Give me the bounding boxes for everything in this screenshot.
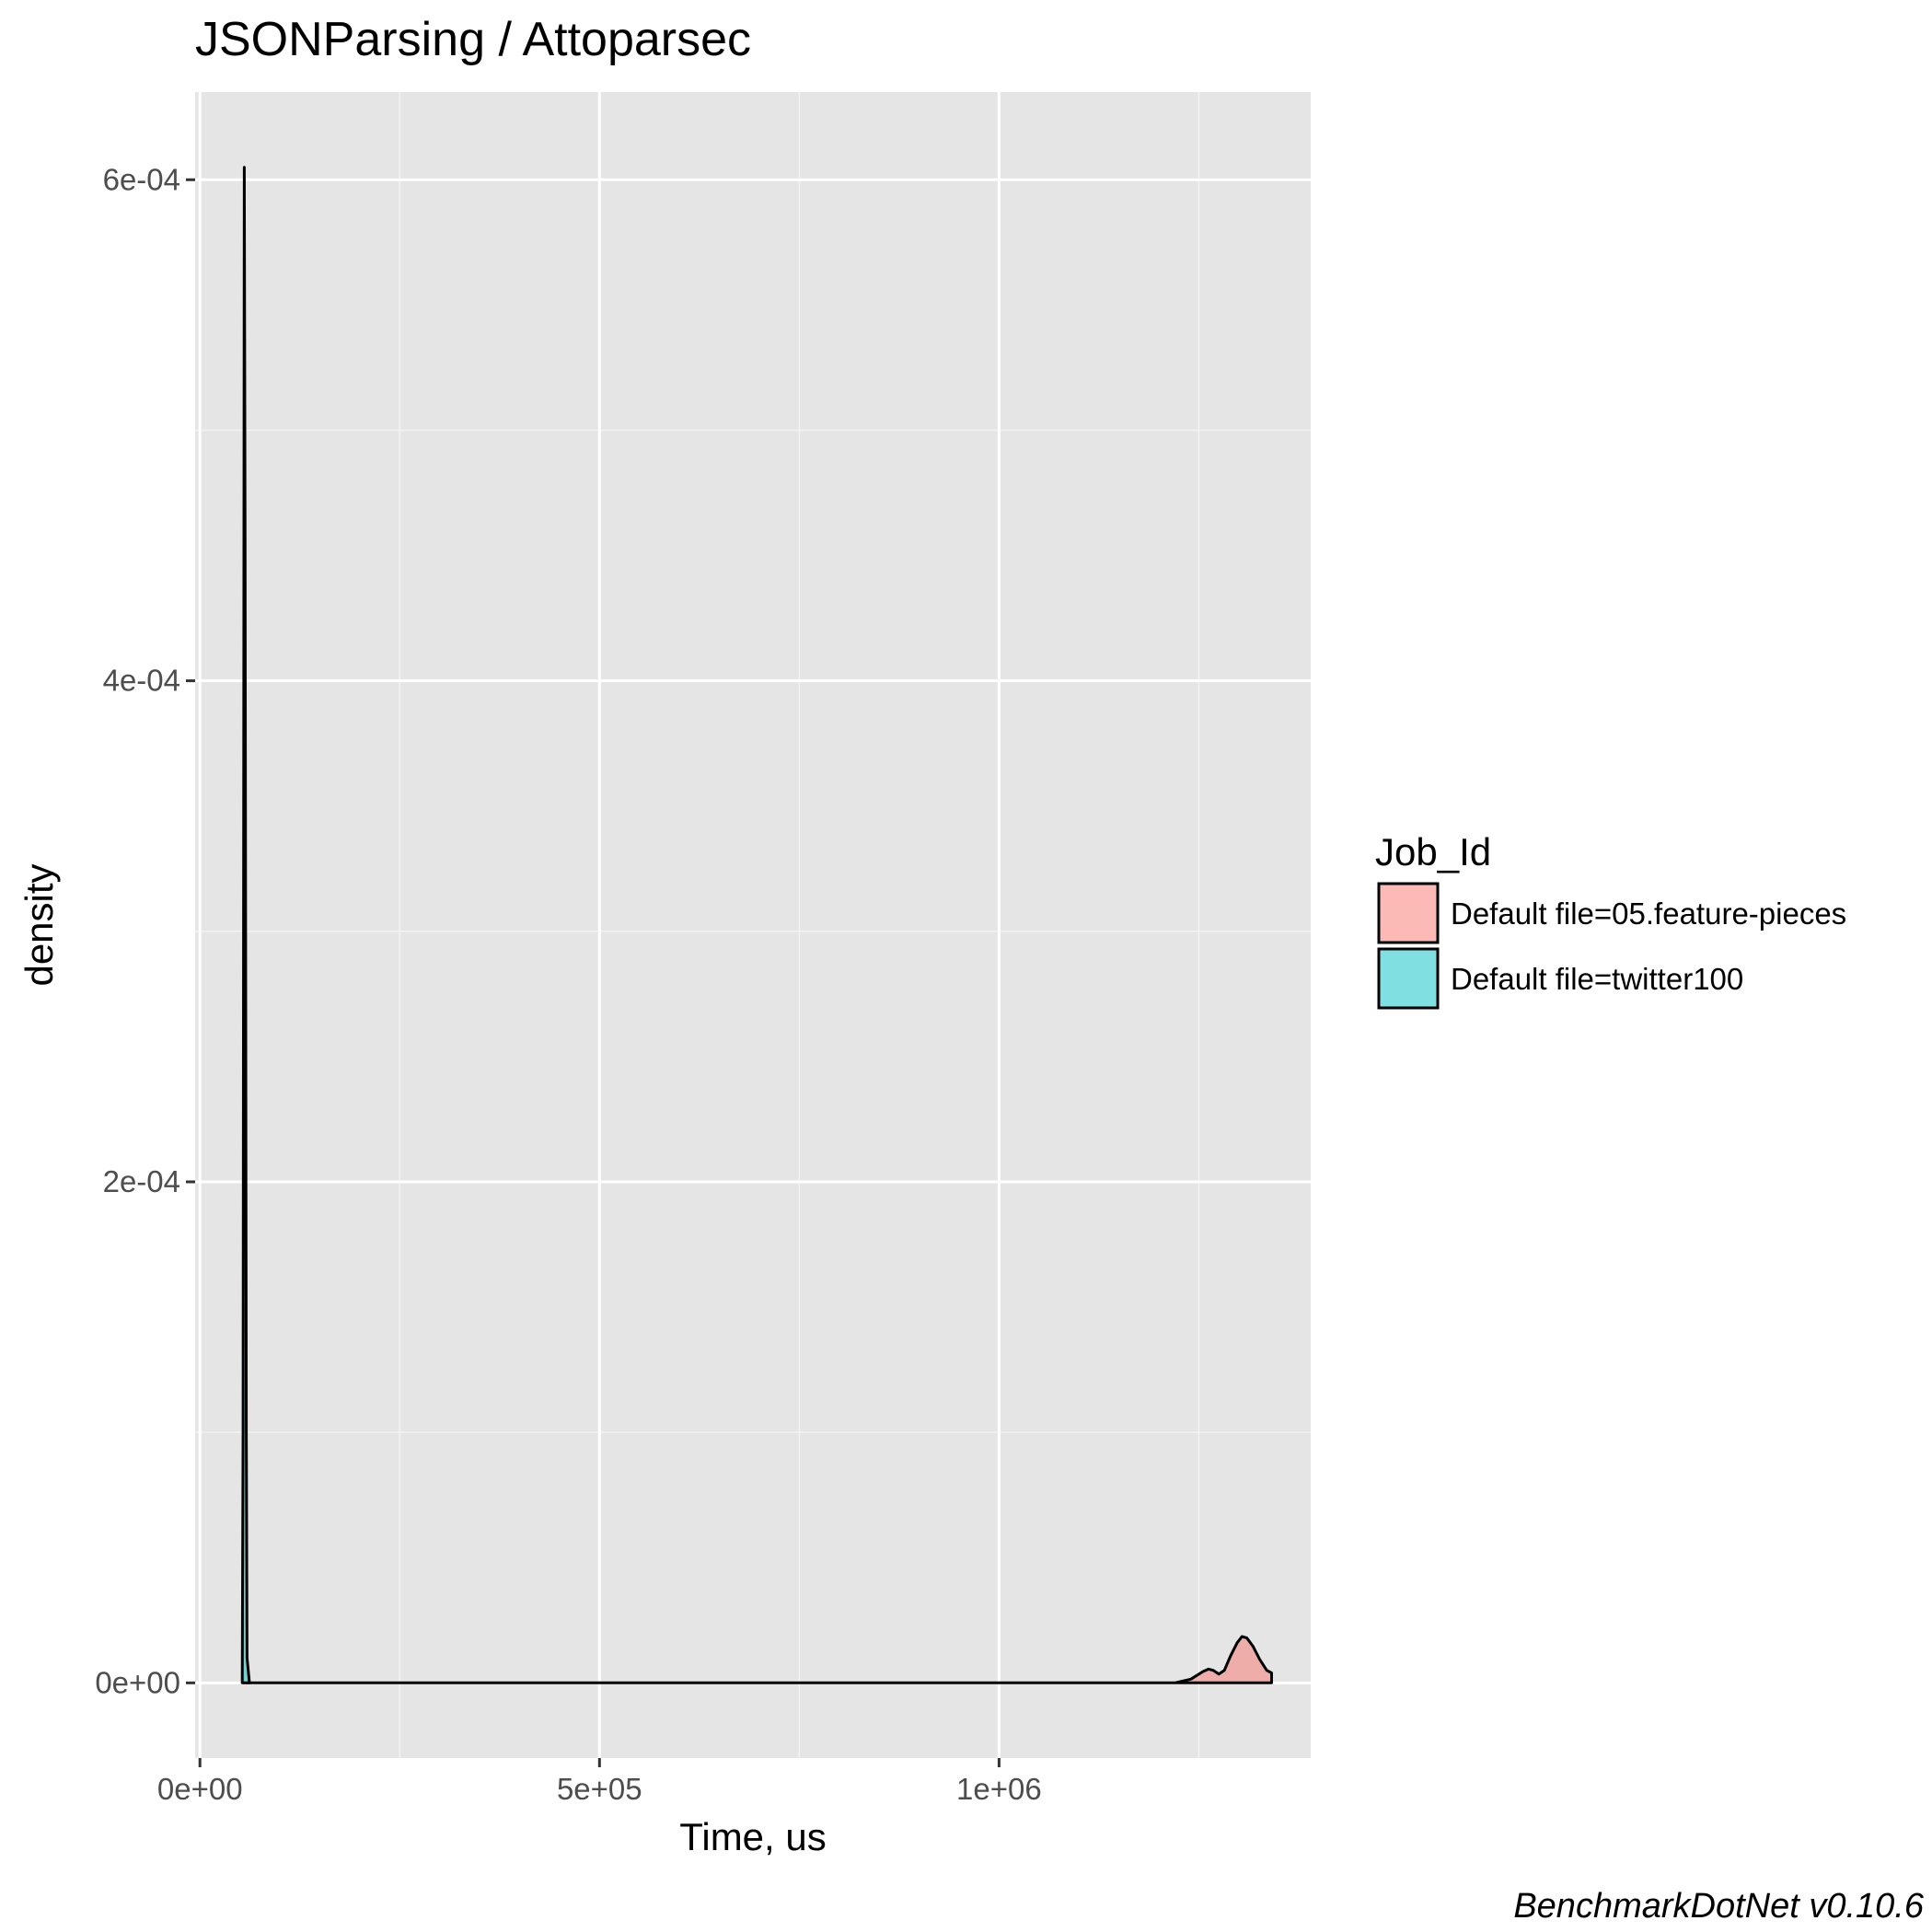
legend-label-1: Default file=05.feature-pieces bbox=[1451, 897, 1846, 931]
legend-key-2 bbox=[1377, 947, 1440, 1010]
caption: BenchmarkDotNet v0.10.6 bbox=[1513, 1887, 1925, 1926]
plot-panel bbox=[195, 92, 1311, 1758]
y-tick-label: 0e+00 bbox=[95, 1665, 180, 1699]
legend: Job_Id Default file=05.feature-pieces Def… bbox=[1375, 830, 1846, 1010]
y-tick-label: 4e-04 bbox=[103, 664, 180, 698]
y-tick-label: 2e-04 bbox=[103, 1164, 180, 1198]
density-area-1 bbox=[242, 1635, 1273, 1684]
y-axis: 0e+00 2e-04 4e-04 6e-04 bbox=[95, 162, 195, 1699]
x-axis: 0e+00 5e+05 1e+06 bbox=[157, 1758, 1042, 1806]
x-tick-label: 5e+05 bbox=[557, 1772, 642, 1806]
density-area-2 bbox=[240, 166, 251, 1684]
legend-key-1 bbox=[1377, 882, 1440, 944]
density-series bbox=[240, 166, 1273, 1684]
legend-label-2: Default file=twitter100 bbox=[1451, 962, 1743, 996]
x-axis-title: Time, us bbox=[679, 1815, 826, 1858]
x-tick-label: 0e+00 bbox=[157, 1772, 243, 1806]
chart-title: JSONParsing / Attoparsec bbox=[195, 13, 751, 66]
x-tick-label: 1e+06 bbox=[956, 1772, 1042, 1806]
y-tick-label: 6e-04 bbox=[103, 162, 180, 196]
minor-gridlines bbox=[195, 92, 1311, 1758]
legend-title: Job_Id bbox=[1375, 830, 1491, 873]
y-axis-title: density bbox=[17, 863, 61, 986]
